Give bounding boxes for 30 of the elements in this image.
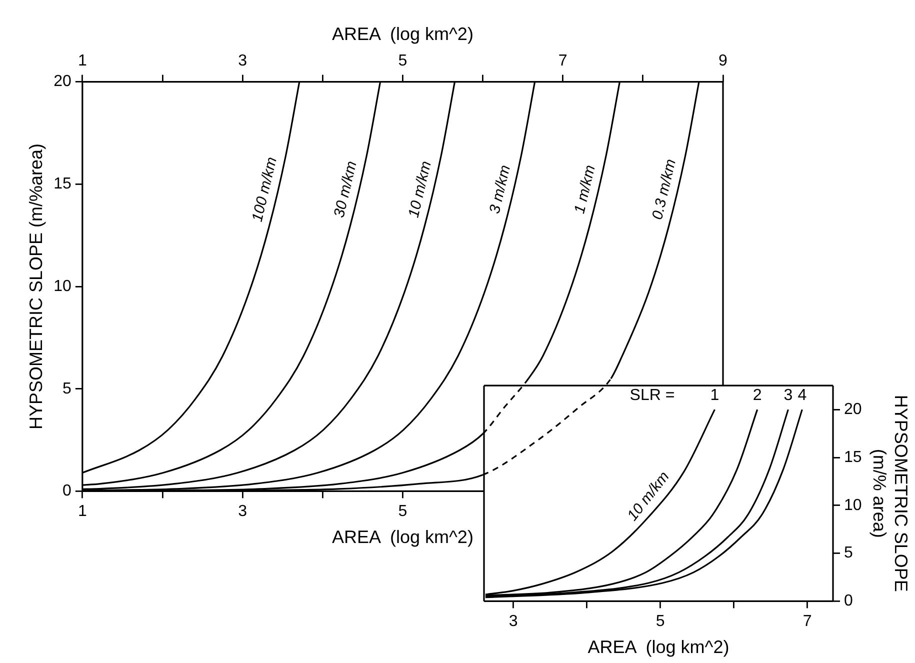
x-tick-label: 3 [238, 503, 248, 520]
y2-tick-label: 10 [844, 496, 862, 514]
x2-tick-label: 9 [718, 52, 728, 70]
y-tick-label: 5 [62, 380, 72, 398]
y-tick-label: 10 [54, 278, 72, 295]
x-tick-label: 5 [656, 613, 665, 630]
series-label: 2 [752, 386, 762, 404]
series-label: 1 [710, 386, 720, 404]
series-label: 3 [784, 386, 793, 404]
x2-axis-title: AREA (log km^2) [332, 24, 474, 44]
y-axis-title: HYPSOMETRIC SLOPE (m/%area) [26, 143, 46, 430]
y2-axis-title: HYPSOMETRIC SLOPE (m/% area) [870, 394, 912, 592]
x-tick-label: 5 [398, 503, 408, 520]
y2-tick-label: 5 [844, 544, 854, 562]
y-tick-label: 15 [54, 176, 72, 193]
x-tick-label: 3 [508, 613, 518, 630]
x-axis-title: AREA (log km^2) [588, 637, 730, 658]
x2-tick-label: 7 [558, 52, 568, 70]
x-tick-label: 7 [802, 613, 812, 630]
x-tick-label: 1 [78, 503, 87, 520]
y-tick-label: 0 [62, 482, 72, 500]
y2-tick-label: 15 [844, 448, 862, 466]
x2-tick-label: 1 [78, 52, 87, 70]
y2-tick-label: 0 [844, 592, 854, 610]
y2-tick-label: 20 [844, 400, 862, 418]
x-axis-title: AREA (log km^2) [332, 527, 474, 548]
y-tick-label: 20 [54, 73, 72, 90]
x2-tick-label: 3 [238, 52, 248, 70]
x2-tick-label: 5 [398, 52, 408, 70]
series-label: 4 [798, 386, 807, 404]
